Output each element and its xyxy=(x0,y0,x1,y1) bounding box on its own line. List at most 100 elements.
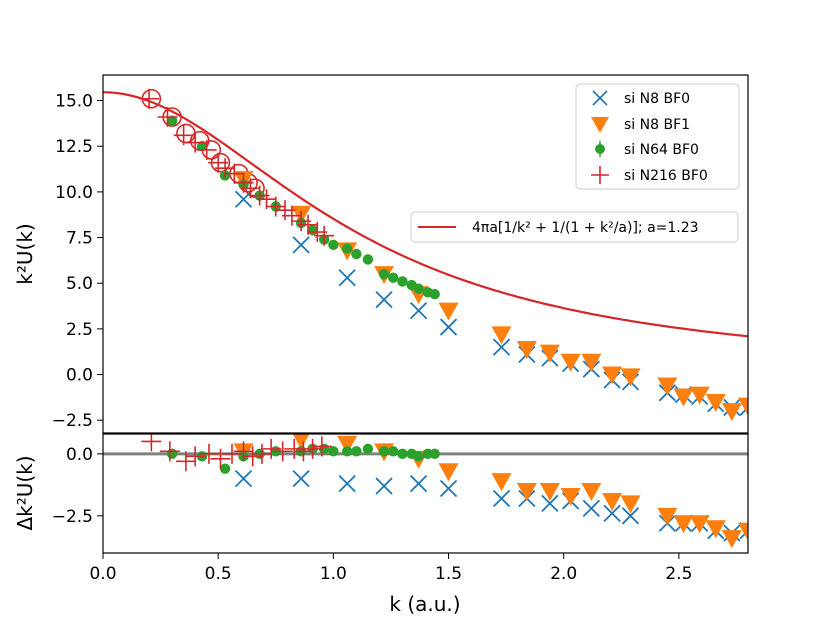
data-point-triangle xyxy=(516,340,537,359)
data-point-dot xyxy=(307,225,318,236)
fit-curve xyxy=(103,91,748,338)
x-tick-label: 0.0 xyxy=(89,564,116,584)
data-point-dot xyxy=(196,141,208,152)
y-tick-label: 15.0 xyxy=(55,92,93,112)
x-tick-label: 1.5 xyxy=(435,564,462,584)
data-point-triangle xyxy=(438,463,459,482)
data-point-plus xyxy=(242,446,263,467)
data-point-x xyxy=(621,507,640,525)
data-point-x xyxy=(375,477,393,495)
data-point-plus xyxy=(293,441,314,462)
data-point-x xyxy=(234,469,253,488)
data-point-triangle xyxy=(491,473,512,492)
data-point-open-circle xyxy=(176,123,196,144)
top-panel: 15.0 12.5 10.0 7.5 5.0 2.5 0.0 −2.5 si N8 BF0 s… xyxy=(52,74,749,434)
data-point-x xyxy=(338,474,356,493)
legend-marker-triangle-icon xyxy=(591,117,609,133)
legend-entry: si N64 BF0 xyxy=(595,141,699,158)
bottom-marks xyxy=(103,434,748,549)
data-point-x xyxy=(492,489,511,508)
data-point-triangle xyxy=(602,366,623,385)
data-point-triangle xyxy=(539,483,560,502)
data-point-dot xyxy=(219,463,231,474)
data-point-triangle xyxy=(657,377,678,396)
data-point-triangle xyxy=(705,520,726,539)
data-point-plus xyxy=(314,225,335,246)
data-point-plus xyxy=(281,205,302,226)
data-point-plus xyxy=(185,132,206,153)
data-point-dot xyxy=(341,243,353,254)
data-point-triangle xyxy=(539,344,560,363)
data-point-triangle xyxy=(721,403,742,422)
y-tick-label: 2.5 xyxy=(66,320,93,340)
data-point-triangle xyxy=(602,492,623,511)
data-point-triangle xyxy=(738,397,748,416)
y-tick-label: −2.5 xyxy=(52,411,93,431)
data-point-plus xyxy=(175,451,196,472)
data-point-triangle xyxy=(491,326,512,345)
data-point-plus xyxy=(215,158,236,179)
top-marks xyxy=(103,88,748,422)
data-point-triangle xyxy=(620,368,641,387)
data-point-dot xyxy=(362,443,374,455)
data-point-dot xyxy=(388,272,399,283)
data-point-dot xyxy=(429,288,440,300)
data-point-plus xyxy=(210,448,231,469)
data-point-triangle xyxy=(721,530,742,549)
data-point-dot xyxy=(166,448,178,460)
x-tick-label: 2.5 xyxy=(665,564,692,584)
top-yticks: 15.0 12.5 10.0 7.5 5.0 2.5 0.0 −2.5 xyxy=(52,92,103,431)
bottom-yticks: 0.0 −2.5 xyxy=(52,445,103,527)
data-point-dot xyxy=(328,446,339,457)
legend-label: si N8 BF1 xyxy=(624,117,690,133)
data-point-triangle xyxy=(560,353,581,372)
data-point-plus xyxy=(157,107,178,128)
data-point-triangle xyxy=(673,388,694,407)
data-point-plus xyxy=(173,125,194,146)
x-axis-label: k (a.u.) xyxy=(389,592,460,616)
data-point-dot xyxy=(429,448,440,460)
data-point-dot xyxy=(397,448,408,460)
legend-marker-x-icon xyxy=(592,90,608,106)
y-tick-label: 0.0 xyxy=(66,445,93,465)
data-point-plus xyxy=(224,163,245,184)
data-point-triangle xyxy=(689,515,710,534)
data-point-x xyxy=(234,190,253,208)
y-tick-label: 12.5 xyxy=(55,137,93,157)
data-point-x xyxy=(582,499,600,518)
data-point-plus xyxy=(311,436,332,457)
legend-line-box: 4πa[1/k² + 1/(1 + k²/a)]; a=1.23 xyxy=(410,211,739,243)
bottom-xticks: 0.0 0.5 1.0 1.5 2.0 2.5 xyxy=(89,553,692,584)
data-point-plus xyxy=(261,438,282,459)
x-tick-label: 1.0 xyxy=(320,564,347,584)
bottom-axes-frame xyxy=(102,433,749,554)
bottom-panel: 0.0 −2.5 0.0 0.5 1.0 1.5 2.0 2.5 xyxy=(52,433,749,584)
data-point-triangle xyxy=(673,515,694,534)
data-point-x xyxy=(603,504,621,522)
x-tick-label: 2.0 xyxy=(550,564,577,584)
data-point-dot xyxy=(413,451,424,462)
legend-label: si N8 BF0 xyxy=(624,91,690,107)
data-point-x xyxy=(292,469,310,488)
legend-markers-box xyxy=(575,83,740,190)
y-tick-label: 5.0 xyxy=(66,274,93,294)
top-axes-frame xyxy=(102,74,749,434)
data-point-triangle xyxy=(438,302,459,321)
data-point-plus xyxy=(141,434,162,452)
data-point-dot xyxy=(413,283,424,294)
data-point-triangle xyxy=(657,507,678,526)
legend-marker-dot-icon xyxy=(595,144,605,154)
data-point-triangle xyxy=(738,522,748,541)
y-tick-label: 0.0 xyxy=(66,366,93,386)
data-point-dot xyxy=(362,254,374,265)
data-point-dot xyxy=(166,115,178,126)
data-point-plus xyxy=(159,441,180,462)
legend-line-label: 4πa[1/k² + 1/(1 + k²/a)]; a=1.23 xyxy=(472,220,699,236)
data-point-triangle xyxy=(581,483,602,502)
data-point-x xyxy=(439,318,458,336)
data-point-x xyxy=(409,474,428,493)
data-point-x xyxy=(292,236,310,254)
bottom-y-axis-label: Δk²U(k) xyxy=(13,455,37,530)
data-point-plus xyxy=(233,441,254,462)
